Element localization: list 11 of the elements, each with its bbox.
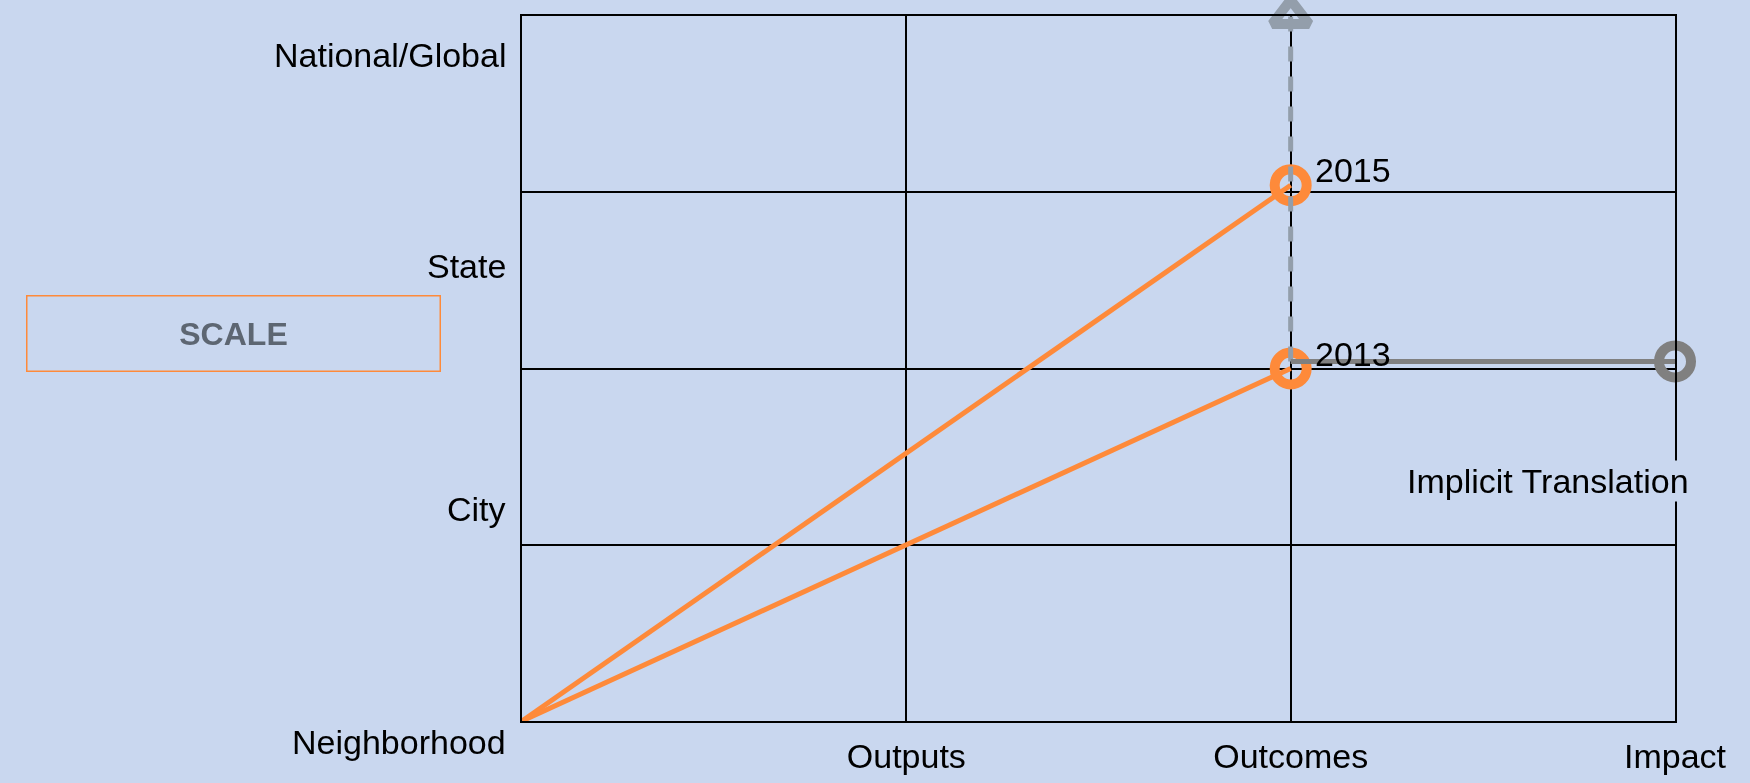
x-tick-label: Outcomes (1213, 736, 1369, 775)
annotation: Implicit Translation (1407, 462, 1689, 500)
text: SCALE (179, 315, 288, 352)
annotation: 2015 (1315, 151, 1391, 189)
text: National/Global (274, 36, 507, 74)
text: State (427, 247, 507, 285)
text: City (447, 490, 506, 528)
text: Neighborhood (292, 723, 506, 761)
x-tick-label: Outputs (846, 736, 966, 775)
annotation: 2013 (1315, 335, 1391, 373)
x-tick-label: Impact (1623, 736, 1727, 775)
